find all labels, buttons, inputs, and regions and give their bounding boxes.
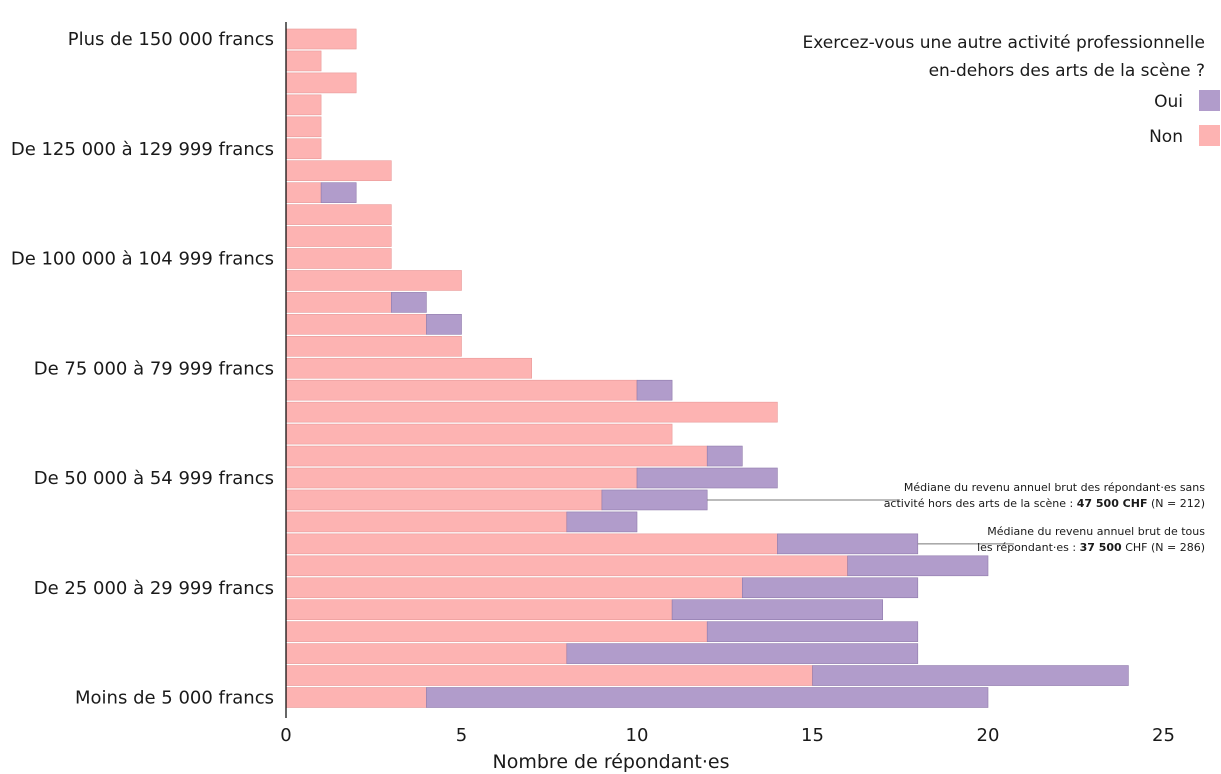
legend-title-line2: en-dehors des arts de la scène ? <box>929 61 1205 81</box>
bar-oui-12 <box>390 292 427 313</box>
bar-oui-21 <box>601 489 708 511</box>
bar-non-14 <box>285 335 462 357</box>
bar-non-8 <box>285 204 392 225</box>
annotation-line2-0: activité hors des arts de la scène : 47 … <box>884 497 1205 510</box>
x-axis-title: Nombre de répondant·es <box>493 751 730 773</box>
bar-non-26 <box>285 599 673 621</box>
bar-non-29 <box>285 665 813 686</box>
bar-oui-13 <box>426 314 462 335</box>
legend-label-oui: Oui <box>1154 92 1183 112</box>
bar-non-11 <box>285 270 462 291</box>
bar-non-12 <box>285 292 392 313</box>
bar-oui-23 <box>777 533 919 555</box>
bar-non-7 <box>285 182 322 203</box>
annotations: Médiane du revenu annuel brut des répond… <box>707 481 1205 554</box>
bar-non-17 <box>285 401 778 423</box>
bar-oui-16 <box>636 379 673 401</box>
bar-non-0 <box>285 28 357 50</box>
bar-non-1 <box>285 50 322 72</box>
bar-oui-30 <box>426 687 989 708</box>
legend: Exercez-vous une autre activité professi… <box>803 33 1220 147</box>
x-tick-label-0: 0 <box>280 725 291 746</box>
y-tick-label-10: De 100 000 à 104 999 francs <box>11 249 274 270</box>
y-tick-label-30: Moins de 5 000 francs <box>75 688 274 709</box>
bar-non-28 <box>285 643 568 664</box>
annotation-line1-0: Médiane du revenu annuel brut des répond… <box>904 481 1205 494</box>
bar-oui-25 <box>741 577 919 599</box>
bar-non-6 <box>285 160 392 181</box>
bar-oui-22 <box>566 511 638 533</box>
bar-non-22 <box>285 511 568 533</box>
x-tick-label-15: 15 <box>801 725 824 746</box>
bar-non-4 <box>285 116 322 138</box>
y-tick-label-25: De 25 000 à 29 999 francs <box>34 578 274 599</box>
x-tick-label-25: 25 <box>1152 725 1175 746</box>
bar-non-2 <box>285 72 357 94</box>
x-tick-label-5: 5 <box>456 725 467 746</box>
bar-oui-7 <box>320 182 357 203</box>
y-tick-label-15: De 75 000 à 79 999 francs <box>34 358 274 379</box>
bar-non-21 <box>285 489 603 511</box>
x-axis-ticks: 0 5 10 15 20 25 <box>280 725 1175 746</box>
bar-non-9 <box>285 226 392 247</box>
bar-non-5 <box>285 138 322 160</box>
legend-swatch-non <box>1199 125 1220 146</box>
bar-non-18 <box>285 423 673 445</box>
bar-oui-29 <box>812 665 1129 686</box>
bar-non-30 <box>285 687 427 708</box>
bar-oui-26 <box>671 599 883 621</box>
annotation-line2-1: les répondant·es : 37 500 CHF (N = 286) <box>977 541 1205 554</box>
x-tick-label-10: 10 <box>626 725 649 746</box>
bar-oui-28 <box>566 643 919 664</box>
bar-non-16 <box>285 379 638 401</box>
bar-oui-24 <box>847 555 989 577</box>
bar-oui-20 <box>636 467 778 489</box>
bar-non-13 <box>285 314 427 335</box>
legend-label-non: Non <box>1149 127 1183 147</box>
bar-oui-19 <box>706 445 743 467</box>
y-tick-label-20: De 50 000 à 54 999 francs <box>34 468 274 489</box>
bar-non-20 <box>285 467 638 489</box>
x-tick-label-20: 20 <box>977 725 1000 746</box>
bar-non-25 <box>285 577 743 599</box>
bar-non-23 <box>285 533 778 555</box>
bar-non-19 <box>285 445 708 467</box>
bar-non-27 <box>285 621 708 642</box>
y-tick-label-0: Plus de 150 000 francs <box>68 29 274 50</box>
annotation-line1-1: Médiane du revenu annuel brut de tous <box>987 525 1205 538</box>
bar-non-3 <box>285 94 322 116</box>
bar-non-24 <box>285 555 848 577</box>
legend-swatch-oui <box>1199 90 1220 111</box>
y-axis-labels: Plus de 150 000 francs De 125 000 à 129 9… <box>11 29 274 709</box>
bar-non-10 <box>285 248 392 269</box>
bars-group <box>285 28 1129 708</box>
bar-oui-27 <box>706 621 919 642</box>
legend-title-line1: Exercez-vous une autre activité professi… <box>803 33 1205 53</box>
y-tick-label-5: De 125 000 à 129 999 francs <box>11 139 274 160</box>
bar-non-15 <box>285 357 532 379</box>
